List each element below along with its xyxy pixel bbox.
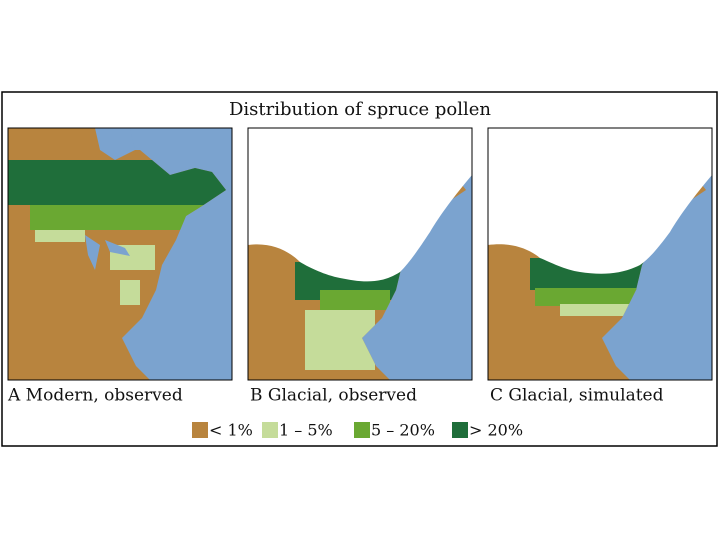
legend-swatch (452, 422, 468, 438)
frame (1, 91, 718, 447)
map-a (7, 127, 233, 381)
map-b (247, 127, 473, 381)
legend-label: 5 – 20% (371, 421, 435, 440)
title: Distribution of spruce pollen (229, 99, 491, 120)
legend-label: < 1% (209, 421, 253, 440)
legend-label: 1 – 5% (279, 421, 333, 440)
panel-label: C Glacial, simulated (490, 386, 664, 406)
panel-label: A Modern, observed (7, 386, 183, 406)
panel-label: B Glacial, observed (250, 386, 417, 406)
legend-swatch (262, 422, 278, 438)
legend: < 1% 1 – 5% 5 – 20% > 20% (192, 421, 523, 440)
map-c (487, 127, 713, 381)
legend-label: > 20% (469, 421, 523, 440)
legend-swatch (192, 422, 208, 438)
legend-swatch (354, 422, 370, 438)
